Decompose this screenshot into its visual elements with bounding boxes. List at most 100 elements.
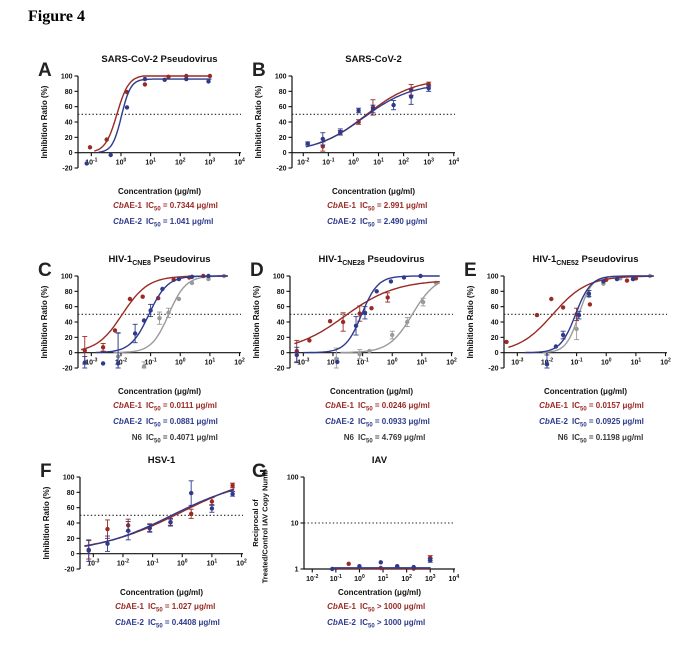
svg-text:60: 60 xyxy=(277,304,285,311)
y-axis-label: Inhibition Ratio (%) xyxy=(40,285,49,358)
legend-row-cbae-2: CbAE-2 IC50 > 1000 μg/ml xyxy=(327,618,426,630)
legend-row-n6: N6 IC50 = 0.4071 μg/ml xyxy=(131,433,218,445)
y-axis-label: Inhibition Ratio (%) xyxy=(40,85,49,158)
legend-row-n6: N6 IC50 = 0.1198 μg/ml xyxy=(557,433,644,445)
svg-text:100: 100 xyxy=(387,358,398,367)
svg-text:0: 0 xyxy=(69,350,73,357)
chart-c: -2002040608010010-310-210-1100101102Conc… xyxy=(40,273,245,397)
svg-text:10-3: 10-3 xyxy=(87,559,99,568)
svg-text:102: 102 xyxy=(234,358,245,367)
svg-text:20: 20 xyxy=(65,335,73,342)
svg-text:100: 100 xyxy=(61,274,73,281)
series-cbae-1 xyxy=(294,280,440,363)
panel-legend: CbAE-1 IC50 = 0.0111 μg/ml CbAE-2 IC50 = 0.… xyxy=(42,400,253,448)
svg-text:104: 104 xyxy=(448,158,459,167)
svg-text:0: 0 xyxy=(71,551,75,558)
panel-legend: CbAE-1 IC50 = 0.0246 μg/ml CbAE-2 IC50 = 0.… xyxy=(254,400,465,448)
svg-text:80: 80 xyxy=(277,289,285,296)
legend-row-cbae-1: CbAE-1 IC50 = 0.7344 μg/ml xyxy=(113,201,218,213)
panel-letter-f: F xyxy=(40,461,52,482)
panel-title: IAV xyxy=(371,455,388,466)
svg-text:10: 10 xyxy=(291,521,299,528)
svg-text:-20: -20 xyxy=(274,366,284,373)
legend-row-cbae-2: CbAE-2 IC50 = 0.0933 μg/ml xyxy=(325,417,430,429)
series-cbae-1 xyxy=(87,73,213,152)
series-cbae-1 xyxy=(316,81,432,152)
y-axis-label: Inhibition Ratio (%) xyxy=(42,486,51,559)
svg-text:0: 0 xyxy=(69,150,73,157)
panel-c: C HIV-1CNE8 Pseudovirus -20 0 20 40 60 80 100 10-… xyxy=(38,254,253,445)
panel-title: SARS-CoV-2 Pseudovirus xyxy=(101,54,218,65)
y-axis-label: Treated/Control IAV Copy Number xyxy=(261,469,270,583)
svg-text:101: 101 xyxy=(417,358,428,367)
svg-text:60: 60 xyxy=(67,505,75,512)
chart-d: -2002040608010010-310-210-1100101102Conc… xyxy=(252,274,457,397)
svg-text:100: 100 xyxy=(116,158,127,167)
legend-row-cbae-2: CbAE-2 IC50 = 0.4408 μg/ml xyxy=(115,618,220,630)
svg-text:40: 40 xyxy=(277,320,285,327)
svg-text:10-2: 10-2 xyxy=(541,358,553,367)
chart-e: -20 0 20 40 60 80 100 10-3 10-2 10-1 100 101 102 Conc… xyxy=(466,273,671,397)
svg-text:100: 100 xyxy=(275,74,287,81)
panel-f: F HSV-1 -20 0 20 40 60 80 100 10-3 10-2 10-1 100 101 1… xyxy=(40,455,255,645)
x-axis-label: Concentration (μg/ml) xyxy=(118,187,201,196)
svg-text:10-1: 10-1 xyxy=(146,559,158,568)
svg-text:40: 40 xyxy=(65,320,73,327)
panel-letter-e: E xyxy=(464,260,477,281)
svg-text:0: 0 xyxy=(495,350,499,357)
svg-text:103: 103 xyxy=(425,574,436,583)
svg-text:40: 40 xyxy=(67,521,75,528)
svg-text:-20: -20 xyxy=(276,166,286,173)
legend-row-cbae-1: CbAE-1 IC50 = 1.027 μg/ml xyxy=(115,602,216,614)
series-n6 xyxy=(333,280,441,369)
legend-row-n6: N6 IC50 = 4.769 μg/ml xyxy=(343,433,426,445)
chart-b: -20 0 20 40 60 80 100 10-2 10-1 100 101 102 103 104 Co… xyxy=(254,74,459,197)
svg-text:10-2: 10-2 xyxy=(297,158,309,167)
y-axis-label: Inhibition Ratio (%) xyxy=(254,85,263,158)
svg-text:102: 102 xyxy=(401,574,412,583)
svg-text:40: 40 xyxy=(491,320,499,327)
svg-text:100: 100 xyxy=(175,358,186,367)
svg-text:10-3: 10-3 xyxy=(297,358,309,367)
svg-text:10-2: 10-2 xyxy=(117,559,129,568)
series-cbae-1 xyxy=(80,273,228,365)
series-cbae-2 xyxy=(82,273,228,369)
svg-text:100: 100 xyxy=(487,274,499,281)
legend-row-cbae-2: CbAE-2 IC50 = 0.0881 μg/ml xyxy=(113,417,218,429)
svg-text:20: 20 xyxy=(67,536,75,543)
svg-text:100: 100 xyxy=(63,475,75,482)
svg-text:80: 80 xyxy=(279,89,287,96)
svg-text:10-1: 10-1 xyxy=(330,574,342,583)
svg-text:60: 60 xyxy=(65,104,73,111)
series-cbae-2 xyxy=(305,84,432,148)
panel-d: D HIV-1CNE28 Pseudovirus -20 0 20 40 60 80 100 10… xyxy=(250,254,465,445)
svg-text:100: 100 xyxy=(273,274,285,281)
svg-text:102: 102 xyxy=(175,158,186,167)
svg-text:101: 101 xyxy=(373,158,384,167)
series-n6 xyxy=(542,273,654,354)
legend-row-cbae-2: CbAE-2 IC50 = 0.0925 μg/ml xyxy=(539,417,644,429)
y-axis-label: Inhibition Ratio (%) xyxy=(252,285,261,358)
svg-text:-20: -20 xyxy=(488,366,498,373)
svg-text:102: 102 xyxy=(398,158,409,167)
legend-row-cbae-1: CbAE-1 IC50 = 2.991 μg/ml xyxy=(327,201,428,213)
svg-text:1: 1 xyxy=(295,567,299,574)
panel-letter-b: B xyxy=(252,60,266,81)
legend-row-cbae-1: CbAE-1 IC50 = 0.0111 μg/ml xyxy=(113,401,217,413)
x-axis-label: Concentration (μg/ml) xyxy=(544,387,627,396)
svg-text:100: 100 xyxy=(61,74,73,81)
legend-row-cbae-1: CbAE-1 IC50 > 1000 μg/ml xyxy=(327,602,426,614)
svg-text:20: 20 xyxy=(491,335,499,342)
svg-text:60: 60 xyxy=(65,304,73,311)
panel-title: SARS-CoV-2 xyxy=(345,54,402,65)
svg-text:80: 80 xyxy=(491,289,499,296)
svg-text:60: 60 xyxy=(491,304,499,311)
series-n6 xyxy=(113,273,228,369)
svg-text:20: 20 xyxy=(277,335,285,342)
panel-legend: CbAE-1 IC50 = 0.0157 μg/ml CbAE-2 IC50 = 0.… xyxy=(468,400,679,448)
panel-legend: CbAE-1 IC50 > 1000 μg/ml CbAE-2 IC50 > 1000… xyxy=(256,601,467,633)
panel-b: B SARS-CoV-2 -20 0 20 40 60 80 100 10-2 10-1 100 101… xyxy=(252,54,467,244)
svg-text:100: 100 xyxy=(601,358,612,367)
svg-text:101: 101 xyxy=(631,358,642,367)
series-cbae-2 xyxy=(84,76,212,166)
